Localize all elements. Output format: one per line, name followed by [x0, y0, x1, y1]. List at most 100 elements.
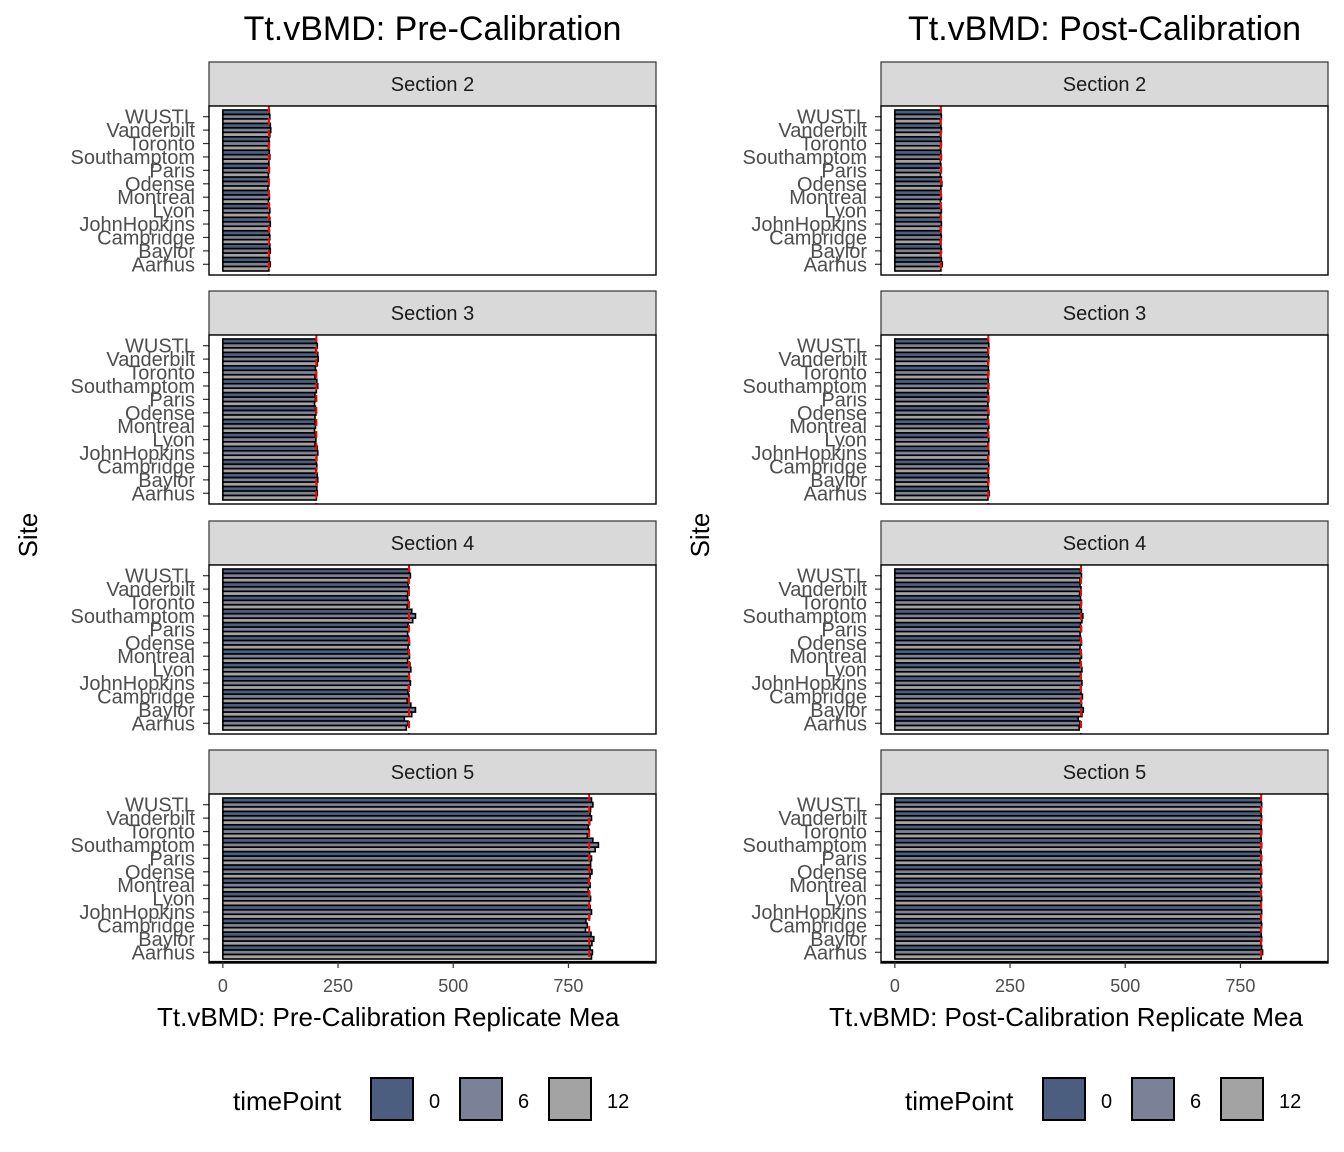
chart-title: Tt.vBMD: Post-Calibration	[908, 10, 1301, 48]
bar	[222, 494, 318, 501]
facet-border	[880, 334, 1329, 505]
site-label: Baylor	[810, 700, 867, 722]
facet-strip	[208, 749, 657, 795]
site-label: JohnHopkins	[79, 214, 195, 236]
site-label: Baylor	[810, 241, 867, 263]
site-label: Lyon	[824, 660, 867, 682]
site-label: Baylor	[138, 929, 195, 951]
site-label: JohnHopkins	[751, 214, 867, 236]
site-label: Aarhus	[132, 254, 195, 276]
bar	[894, 724, 1080, 731]
site-label: Southamptom	[742, 835, 867, 857]
facet-border	[208, 564, 657, 735]
site-label: Odense	[797, 862, 867, 884]
site-label: JohnHopkins	[751, 902, 867, 924]
site-label: Odense	[125, 862, 195, 884]
legend-label: 6	[1190, 1091, 1201, 1113]
site-label: Cambridge	[769, 915, 867, 937]
x-tick-label: 0	[890, 976, 900, 996]
site-label: Paris	[821, 619, 867, 641]
site-label: JohnHopkins	[751, 443, 867, 465]
bar	[894, 265, 942, 272]
site-label: Paris	[149, 389, 195, 411]
site-label: Toronto	[128, 822, 195, 844]
facet-border	[208, 105, 657, 276]
site-label: Montreal	[117, 646, 195, 668]
legend-title: timePoint	[905, 1086, 1014, 1116]
chart-post-calibration: Tt.vBMD: Post-Calibration Site Section 2 WU…	[685, 10, 1329, 1121]
bar	[222, 724, 408, 731]
chart-title: Tt.vBMD: Pre-Calibration	[244, 10, 622, 48]
site-label: WUSTL	[797, 795, 867, 817]
y-axis-label: Site	[685, 513, 715, 558]
facet-strip-label: Section 2	[1063, 74, 1146, 96]
site-label: WUSTL	[125, 795, 195, 817]
legend-key	[1220, 1077, 1264, 1121]
site-label: Paris	[821, 160, 867, 182]
site-label: Toronto	[800, 363, 867, 385]
x-tick-label: 750	[553, 976, 583, 996]
legend-label: 6	[518, 1091, 529, 1113]
site-label: Baylor	[810, 929, 867, 951]
site-label: Lyon	[152, 889, 195, 911]
site-label: Montreal	[789, 646, 867, 668]
site-label: Toronto	[800, 593, 867, 615]
site-label: Aarhus	[132, 713, 195, 735]
site-label: Vanderbilt	[106, 349, 195, 371]
site-label: WUSTL	[797, 566, 867, 588]
site-label: Aarhus	[804, 254, 867, 276]
site-label: Paris	[821, 389, 867, 411]
facet-strip-label: Section 2	[391, 74, 474, 96]
site-label: Odense	[125, 403, 195, 425]
facet-panel: Section 4 WUSTLVanderbiltTorontoSouthampt…	[742, 520, 1329, 735]
site-label: Odense	[125, 633, 195, 655]
site-label: Cambridge	[97, 456, 195, 478]
site-label: WUSTL	[125, 566, 195, 588]
site-label: Paris	[149, 619, 195, 641]
facet-panel: Section 2 WUSTLVanderbiltTorontoSouthampt…	[70, 61, 657, 276]
site-label: Montreal	[117, 875, 195, 897]
facet-strip	[880, 749, 1329, 795]
site-label: Vanderbilt	[106, 120, 195, 142]
site-label: Montreal	[117, 416, 195, 438]
facet-plot-area	[209, 106, 656, 275]
site-label: Montreal	[117, 187, 195, 209]
site-label: Vanderbilt	[778, 120, 867, 142]
facet-border	[880, 564, 1329, 735]
site-label: Montreal	[789, 416, 867, 438]
x-tick-label: 500	[438, 976, 468, 996]
site-label: Lyon	[824, 430, 867, 452]
site-label: Lyon	[152, 201, 195, 223]
site-label: Vanderbilt	[778, 579, 867, 601]
site-label: JohnHopkins	[79, 443, 195, 465]
site-label: Aarhus	[132, 483, 195, 505]
site-label: Cambridge	[769, 456, 867, 478]
facet-panel: Section 5 WUSTLVanderbiltTorontoSouthampt…	[742, 749, 1329, 964]
site-label: Toronto	[128, 134, 195, 156]
site-label: Lyon	[824, 201, 867, 223]
facet-strip-label: Section 5	[1063, 762, 1146, 784]
site-label: Southamptom	[742, 606, 867, 628]
x-axis-label: Tt.vBMD: Post-Calibration Replicate Mea	[829, 1002, 1303, 1032]
site-label: WUSTL	[797, 107, 867, 129]
legend-key	[370, 1077, 414, 1121]
legend-label: 0	[429, 1091, 440, 1113]
legend-label: 12	[1279, 1091, 1301, 1113]
facet-strip-label: Section 5	[391, 762, 474, 784]
site-label: Odense	[797, 174, 867, 196]
facet-strip-label: Section 3	[1063, 303, 1146, 325]
facet-panel: Section 4 WUSTLVanderbiltTorontoSouthampt…	[70, 520, 657, 735]
x-tick-label: 500	[1110, 976, 1140, 996]
legend-label: 12	[607, 1091, 629, 1113]
bar	[894, 953, 1262, 960]
site-label: Southamptom	[70, 376, 195, 398]
site-label: Cambridge	[97, 686, 195, 708]
site-label: Cambridge	[97, 227, 195, 249]
legend-key	[459, 1077, 503, 1121]
facet-strip	[208, 290, 657, 336]
site-label: Southamptom	[742, 147, 867, 169]
facet-plot-area	[881, 106, 1328, 275]
legend: timePoint 0 6 12	[233, 1077, 629, 1121]
x-tick-label: 250	[323, 976, 353, 996]
site-label: Aarhus	[132, 942, 195, 964]
